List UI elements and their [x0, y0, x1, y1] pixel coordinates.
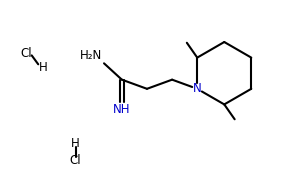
Text: H: H [71, 137, 80, 150]
Text: N: N [193, 82, 202, 95]
Text: H: H [39, 61, 47, 74]
Text: Cl: Cl [21, 47, 32, 60]
Text: Cl: Cl [70, 154, 81, 167]
Text: NH: NH [113, 104, 131, 117]
Text: H₂N: H₂N [79, 49, 102, 62]
